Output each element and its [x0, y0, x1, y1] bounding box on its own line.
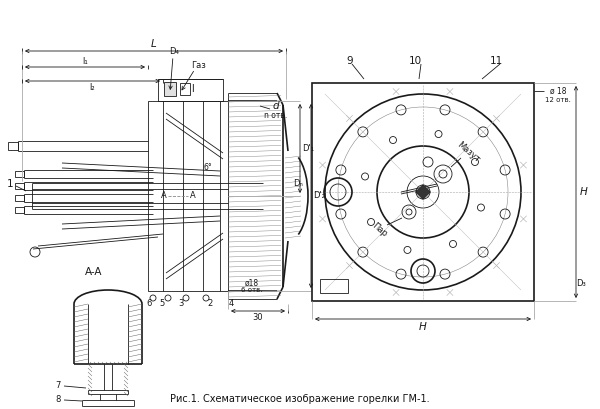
Text: 1: 1	[7, 179, 13, 189]
Text: 5: 5	[160, 299, 164, 308]
Text: 3: 3	[178, 299, 184, 308]
Bar	[15, 183, 24, 189]
Text: 6: 6	[146, 299, 152, 308]
Text: Рис.1. Схематическое изображение горелки ГМ-1.: Рис.1. Схематическое изображение горелки…	[170, 394, 430, 404]
Text: 6°: 6°	[203, 164, 212, 173]
Text: Мазут: Мазут	[455, 140, 481, 164]
Bar	[164, 82, 176, 96]
Bar	[15, 195, 24, 201]
Text: 30: 30	[253, 314, 263, 323]
Text: ø 18: ø 18	[550, 86, 566, 95]
Text: n отв.: n отв.	[265, 110, 287, 119]
Text: 12 отв.: 12 отв.	[545, 97, 571, 103]
Bar	[158, 79, 223, 101]
Polygon shape	[416, 185, 430, 199]
Text: A: A	[161, 191, 167, 200]
Bar	[320, 279, 348, 293]
Text: 6 отв.: 6 отв.	[241, 287, 263, 293]
Text: A-A: A-A	[85, 267, 103, 277]
Text: H: H	[580, 187, 588, 197]
Text: 11: 11	[490, 56, 503, 66]
Text: 2: 2	[208, 299, 212, 308]
Text: 10: 10	[409, 56, 422, 66]
Bar	[15, 207, 24, 213]
Text: 9: 9	[347, 56, 353, 66]
Bar	[15, 171, 24, 177]
Text: l₁: l₁	[82, 56, 88, 65]
Text: L: L	[151, 39, 157, 49]
Bar	[8, 142, 18, 150]
Text: ø18: ø18	[245, 279, 259, 288]
Text: d: d	[272, 101, 280, 111]
Bar	[148, 101, 228, 291]
Text: D'₂: D'₂	[313, 191, 325, 200]
Bar	[312, 83, 534, 301]
Text: D₄: D₄	[169, 47, 179, 56]
Text: D'₁: D'₁	[302, 144, 314, 153]
Text: D₃: D₃	[576, 279, 586, 288]
Text: Dₙ: Dₙ	[293, 180, 303, 189]
Bar	[180, 83, 190, 95]
Text: l₂: l₂	[89, 83, 95, 92]
Text: H: H	[419, 322, 427, 332]
Text: 8: 8	[55, 396, 61, 405]
Text: 7: 7	[55, 382, 61, 391]
Text: 4: 4	[229, 299, 233, 308]
Text: A: A	[190, 191, 196, 200]
Text: l: l	[191, 84, 194, 94]
Text: Газ: Газ	[191, 61, 205, 70]
Text: Пар: Пар	[370, 221, 388, 239]
